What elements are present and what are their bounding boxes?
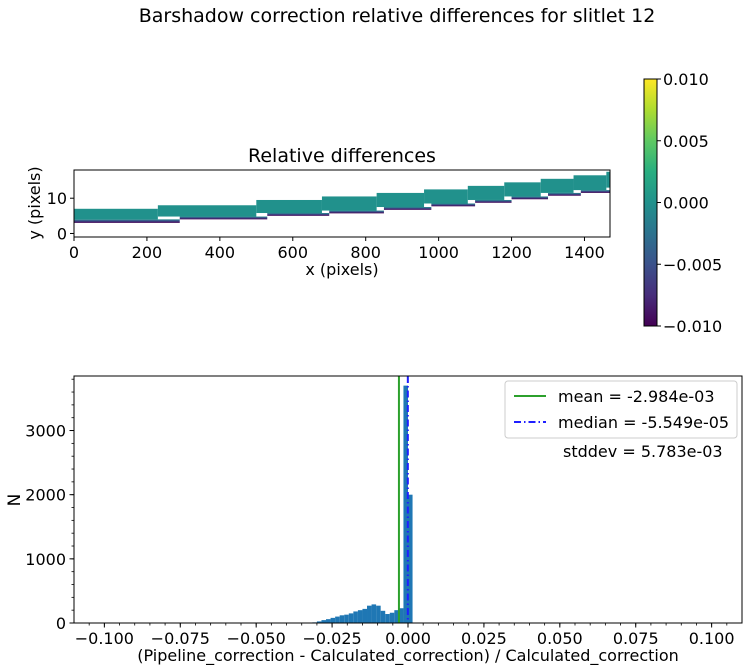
histogram-xlabel: (Pipeline_correction - Calculated_correc… (137, 646, 679, 666)
colorbar-tick-label: 0.005 (663, 132, 709, 151)
histogram-bar (353, 611, 358, 623)
image-edge-segment (179, 216, 268, 220)
image-edge-segment (267, 213, 330, 216)
image-edge-segment (511, 196, 549, 200)
image-segment (376, 192, 425, 208)
histogram-bar (394, 610, 399, 623)
histogram-xtick-label: −0.050 (227, 629, 286, 648)
histogram-panel: −0.100 −0.075 −0.050 −0.025 0.000 0.025 0.050 0… (5, 375, 743, 666)
histogram-xtick-label: 0.025 (461, 629, 507, 648)
histogram-ytick-label: 0 (56, 614, 66, 633)
histogram-ylabel: N (5, 494, 25, 507)
colorbar-tick-label: 0.010 (663, 70, 709, 89)
image-segment (467, 185, 505, 200)
legend-median-label: median = -5.549e-05 (558, 413, 729, 432)
image-xtick-label: 400 (205, 243, 236, 262)
histogram-bar (403, 385, 408, 623)
image-xtick-label: 800 (350, 243, 381, 262)
histogram-bar (326, 619, 331, 623)
histogram-bar (398, 608, 404, 623)
histogram-bar (362, 608, 368, 623)
legend-mean-label: mean = -2.984e-03 (558, 387, 715, 406)
image-edge-segment (329, 210, 384, 214)
image-title: Relative differences (248, 145, 436, 167)
histogram-bar (376, 605, 381, 623)
histogram-bar (344, 614, 349, 623)
image-xtick-label: 1400 (564, 243, 605, 262)
colorbar-tick-label: −0.005 (663, 255, 722, 274)
image-segment (504, 182, 541, 197)
image-edge-segment (431, 203, 476, 207)
histogram-xtick-label: −0.025 (302, 629, 361, 648)
image-xtick-label: 0 (69, 243, 79, 262)
histogram-ytick-label: 3000 (25, 422, 66, 441)
stddev-annotation: stddev = 5.783e-03 (563, 442, 723, 461)
histogram-xtick-label: 0.000 (385, 629, 431, 648)
image-edge-segment (383, 207, 432, 210)
legend-frame (504, 380, 738, 439)
histogram-bar (330, 617, 336, 623)
histogram-xtick-label: 0.100 (689, 629, 735, 648)
histogram-bar (385, 614, 390, 623)
image-xtick-label: 600 (278, 243, 309, 262)
histogram-bar (316, 621, 322, 623)
figure-title: Barshadow correction relative difference… (139, 5, 656, 27)
histogram-bar (380, 610, 386, 623)
image-segment (74, 208, 158, 220)
histogram-bar (321, 620, 327, 623)
image-edge-segment (580, 190, 610, 193)
image-xlabel: x (pixels) (305, 260, 378, 279)
image-edge-segment (74, 219, 180, 223)
image-edge-segment (548, 192, 581, 196)
histogram-bar (389, 612, 395, 623)
image-panel: Relative differences 0 200 400 600 800 1000 12… (25, 145, 611, 279)
image-segment (540, 178, 574, 193)
histogram-bar (408, 494, 413, 623)
histogram-ytick-label: 1000 (25, 550, 66, 569)
image-segment (256, 199, 322, 214)
colorbar-gradient (643, 78, 658, 327)
histogram-bar (339, 615, 345, 623)
histogram-bar (371, 604, 377, 623)
image-segment (321, 196, 377, 211)
histogram-xtick-label: 0.050 (537, 629, 583, 648)
image-ytick-label: 0 (57, 224, 67, 243)
histogram-bar (335, 616, 340, 623)
image-xtick-label: 1000 (418, 243, 459, 262)
histogram-ytick-label: 2000 (25, 486, 66, 505)
histogram-xtick-label: 0.075 (613, 629, 659, 648)
colorbar: 0.010 0.005 0.000 −0.005 −0.010 (643, 70, 722, 336)
image-axes-frame (73, 169, 611, 238)
image-edge-segment (475, 199, 512, 203)
image-segment (157, 205, 257, 217)
image-xtick-label: 200 (132, 243, 163, 262)
image-segment (573, 175, 607, 191)
image-segment (424, 189, 468, 204)
colorbar-tick-label: −0.010 (663, 317, 722, 336)
histogram-xtick-label: −0.075 (151, 629, 210, 648)
histogram-bar (348, 613, 354, 623)
image-ylabel: y (pixels) (25, 166, 44, 239)
histogram-bar (357, 610, 363, 623)
image-xtick-label: 1200 (491, 243, 532, 262)
histogram-bar (367, 605, 372, 623)
image-segment (606, 171, 610, 188)
colorbar-tick-label: 0.000 (663, 194, 709, 213)
image-ytick-label: 10 (47, 189, 67, 208)
histogram-xtick-label: −0.100 (75, 629, 134, 648)
histogram-legend: mean = -2.984e-03 median = -5.549e-05 (504, 380, 738, 439)
